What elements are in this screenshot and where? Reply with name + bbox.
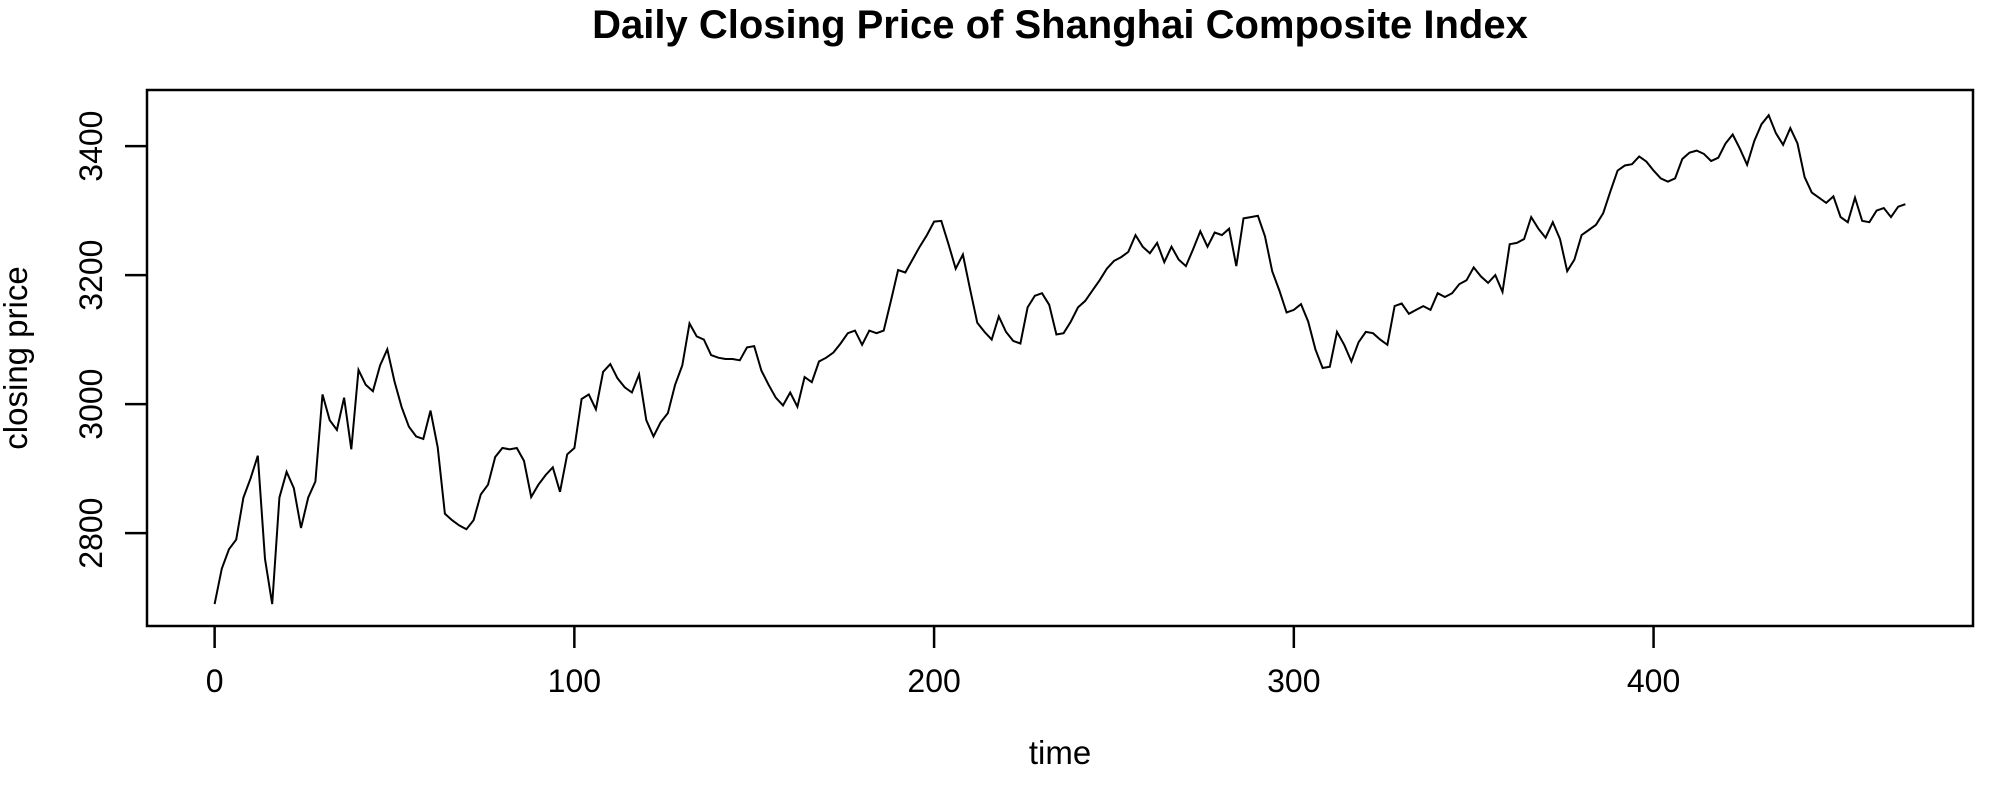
y-axis-label: closing price bbox=[0, 266, 34, 449]
y-tick-label: 3400 bbox=[73, 111, 109, 182]
chart-title: Daily Closing Price of Shanghai Composit… bbox=[592, 3, 1528, 47]
y-tick-label: 3200 bbox=[73, 240, 109, 311]
y-tick-label: 2800 bbox=[73, 498, 109, 569]
y-axis-ticks: 2800 3000 3200 3400 bbox=[73, 111, 147, 569]
x-tick-label: 400 bbox=[1627, 663, 1680, 699]
y-tick-label: 3000 bbox=[73, 369, 109, 440]
series-group bbox=[213, 113, 1906, 605]
x-tick-label: 200 bbox=[907, 663, 960, 699]
plot-frame bbox=[145, 88, 1975, 628]
x-tick-label: 300 bbox=[1267, 663, 1320, 699]
price-line bbox=[213, 113, 1906, 605]
x-tick-label: 100 bbox=[548, 663, 601, 699]
x-axis-ticks: 0 100 200 300 400 bbox=[206, 626, 1680, 699]
x-tick-label: 0 bbox=[206, 663, 224, 699]
x-axis-label: time bbox=[1029, 734, 1091, 771]
